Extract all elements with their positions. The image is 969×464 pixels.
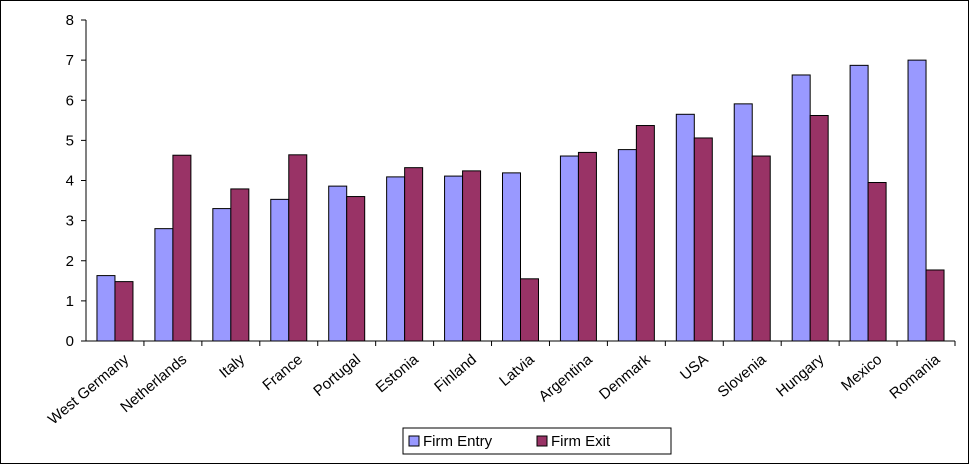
firm-exit-bar-romania: [925, 269, 945, 342]
x-tick-label: Latvia: [496, 351, 538, 390]
firm-entry-bar-netherlands: [154, 228, 174, 342]
firm-exit-bar-hungary: [809, 114, 829, 342]
legend-swatch-firm-exit: [536, 435, 548, 447]
x-tick-label: Portugal: [310, 351, 364, 400]
firm-entry-bar-portugal: [328, 185, 348, 342]
firm-exit-bar-denmark: [635, 125, 655, 342]
firm-entry-bar-latvia: [502, 172, 521, 342]
x-tick-label: Italy: [216, 351, 248, 382]
firm-entry-bar-estonia: [386, 176, 406, 342]
firm-entry-bar-denmark: [617, 149, 637, 342]
legend-swatch-firm-entry: [408, 435, 420, 447]
firm-entry-bar-usa: [675, 113, 695, 342]
firm-entry-bar-france: [270, 198, 290, 342]
firm-exit-bar-slovenia: [751, 155, 771, 342]
y-tick-label: 5: [66, 132, 74, 149]
firm-entry-bar-italy: [212, 208, 232, 342]
legend-label-firm-entry: Firm Entry: [423, 433, 493, 450]
y-tick-label: 0: [66, 333, 74, 350]
y-tick-label: 7: [66, 52, 74, 69]
firm-entry-bar-west-germany: [96, 275, 116, 342]
firm-entry-bar-slovenia: [733, 103, 753, 342]
y-tick-label: 8: [66, 12, 74, 29]
bars: [96, 59, 945, 342]
x-tick-label: France: [259, 351, 306, 394]
legend-label-firm-exit: Firm Exit: [551, 433, 611, 450]
x-tick-label: Romania: [886, 351, 943, 403]
firm-entry-bar-romania: [907, 59, 927, 342]
x-tick-label: Slovenia: [714, 351, 770, 401]
x-tick-label: Denmark: [596, 351, 654, 403]
firm-exit-bar-portugal: [346, 196, 366, 342]
legend: Firm Entry Firm Exit: [402, 427, 672, 455]
y-tick-label: 2: [66, 253, 74, 270]
firm-exit-bar-estonia: [404, 167, 424, 342]
firm-exit-bar-latvia: [520, 278, 539, 342]
x-tick-label: Estonia: [373, 351, 423, 397]
firm-exit-bar-netherlands: [172, 154, 192, 342]
firm-entry-bar-argentina: [559, 155, 579, 342]
x-tick-label: Finland: [431, 351, 480, 396]
firm-exit-bar-france: [288, 154, 308, 342]
firm-entry-bar-hungary: [791, 74, 811, 342]
y-tick-label: 3: [66, 213, 74, 230]
y-axis: 0 1 2 3 4 5 6 7 8: [66, 12, 87, 350]
firm-entry-bar-finland: [444, 175, 464, 342]
y-tick-label: 4: [66, 173, 74, 190]
y-tick-label: 1: [66, 293, 74, 310]
firm-exit-bar-italy: [230, 188, 250, 342]
y-tick-label: 6: [66, 92, 74, 109]
firm-exit-bar-usa: [693, 137, 713, 342]
firm-exit-bar-mexico: [867, 182, 887, 342]
x-tick-label: West Germany: [45, 351, 133, 428]
x-tick-label: USA: [677, 351, 712, 384]
firm-exit-bar-west-germany: [114, 281, 134, 342]
x-tick-label: Hungary: [773, 351, 828, 401]
firm-entry-bar-mexico: [849, 64, 869, 342]
firm-exit-bar-argentina: [577, 151, 597, 342]
firm-exit-bar-finland: [462, 170, 482, 342]
x-tick-label: Argentina: [536, 351, 597, 406]
x-tick-label: Mexico: [838, 351, 885, 395]
